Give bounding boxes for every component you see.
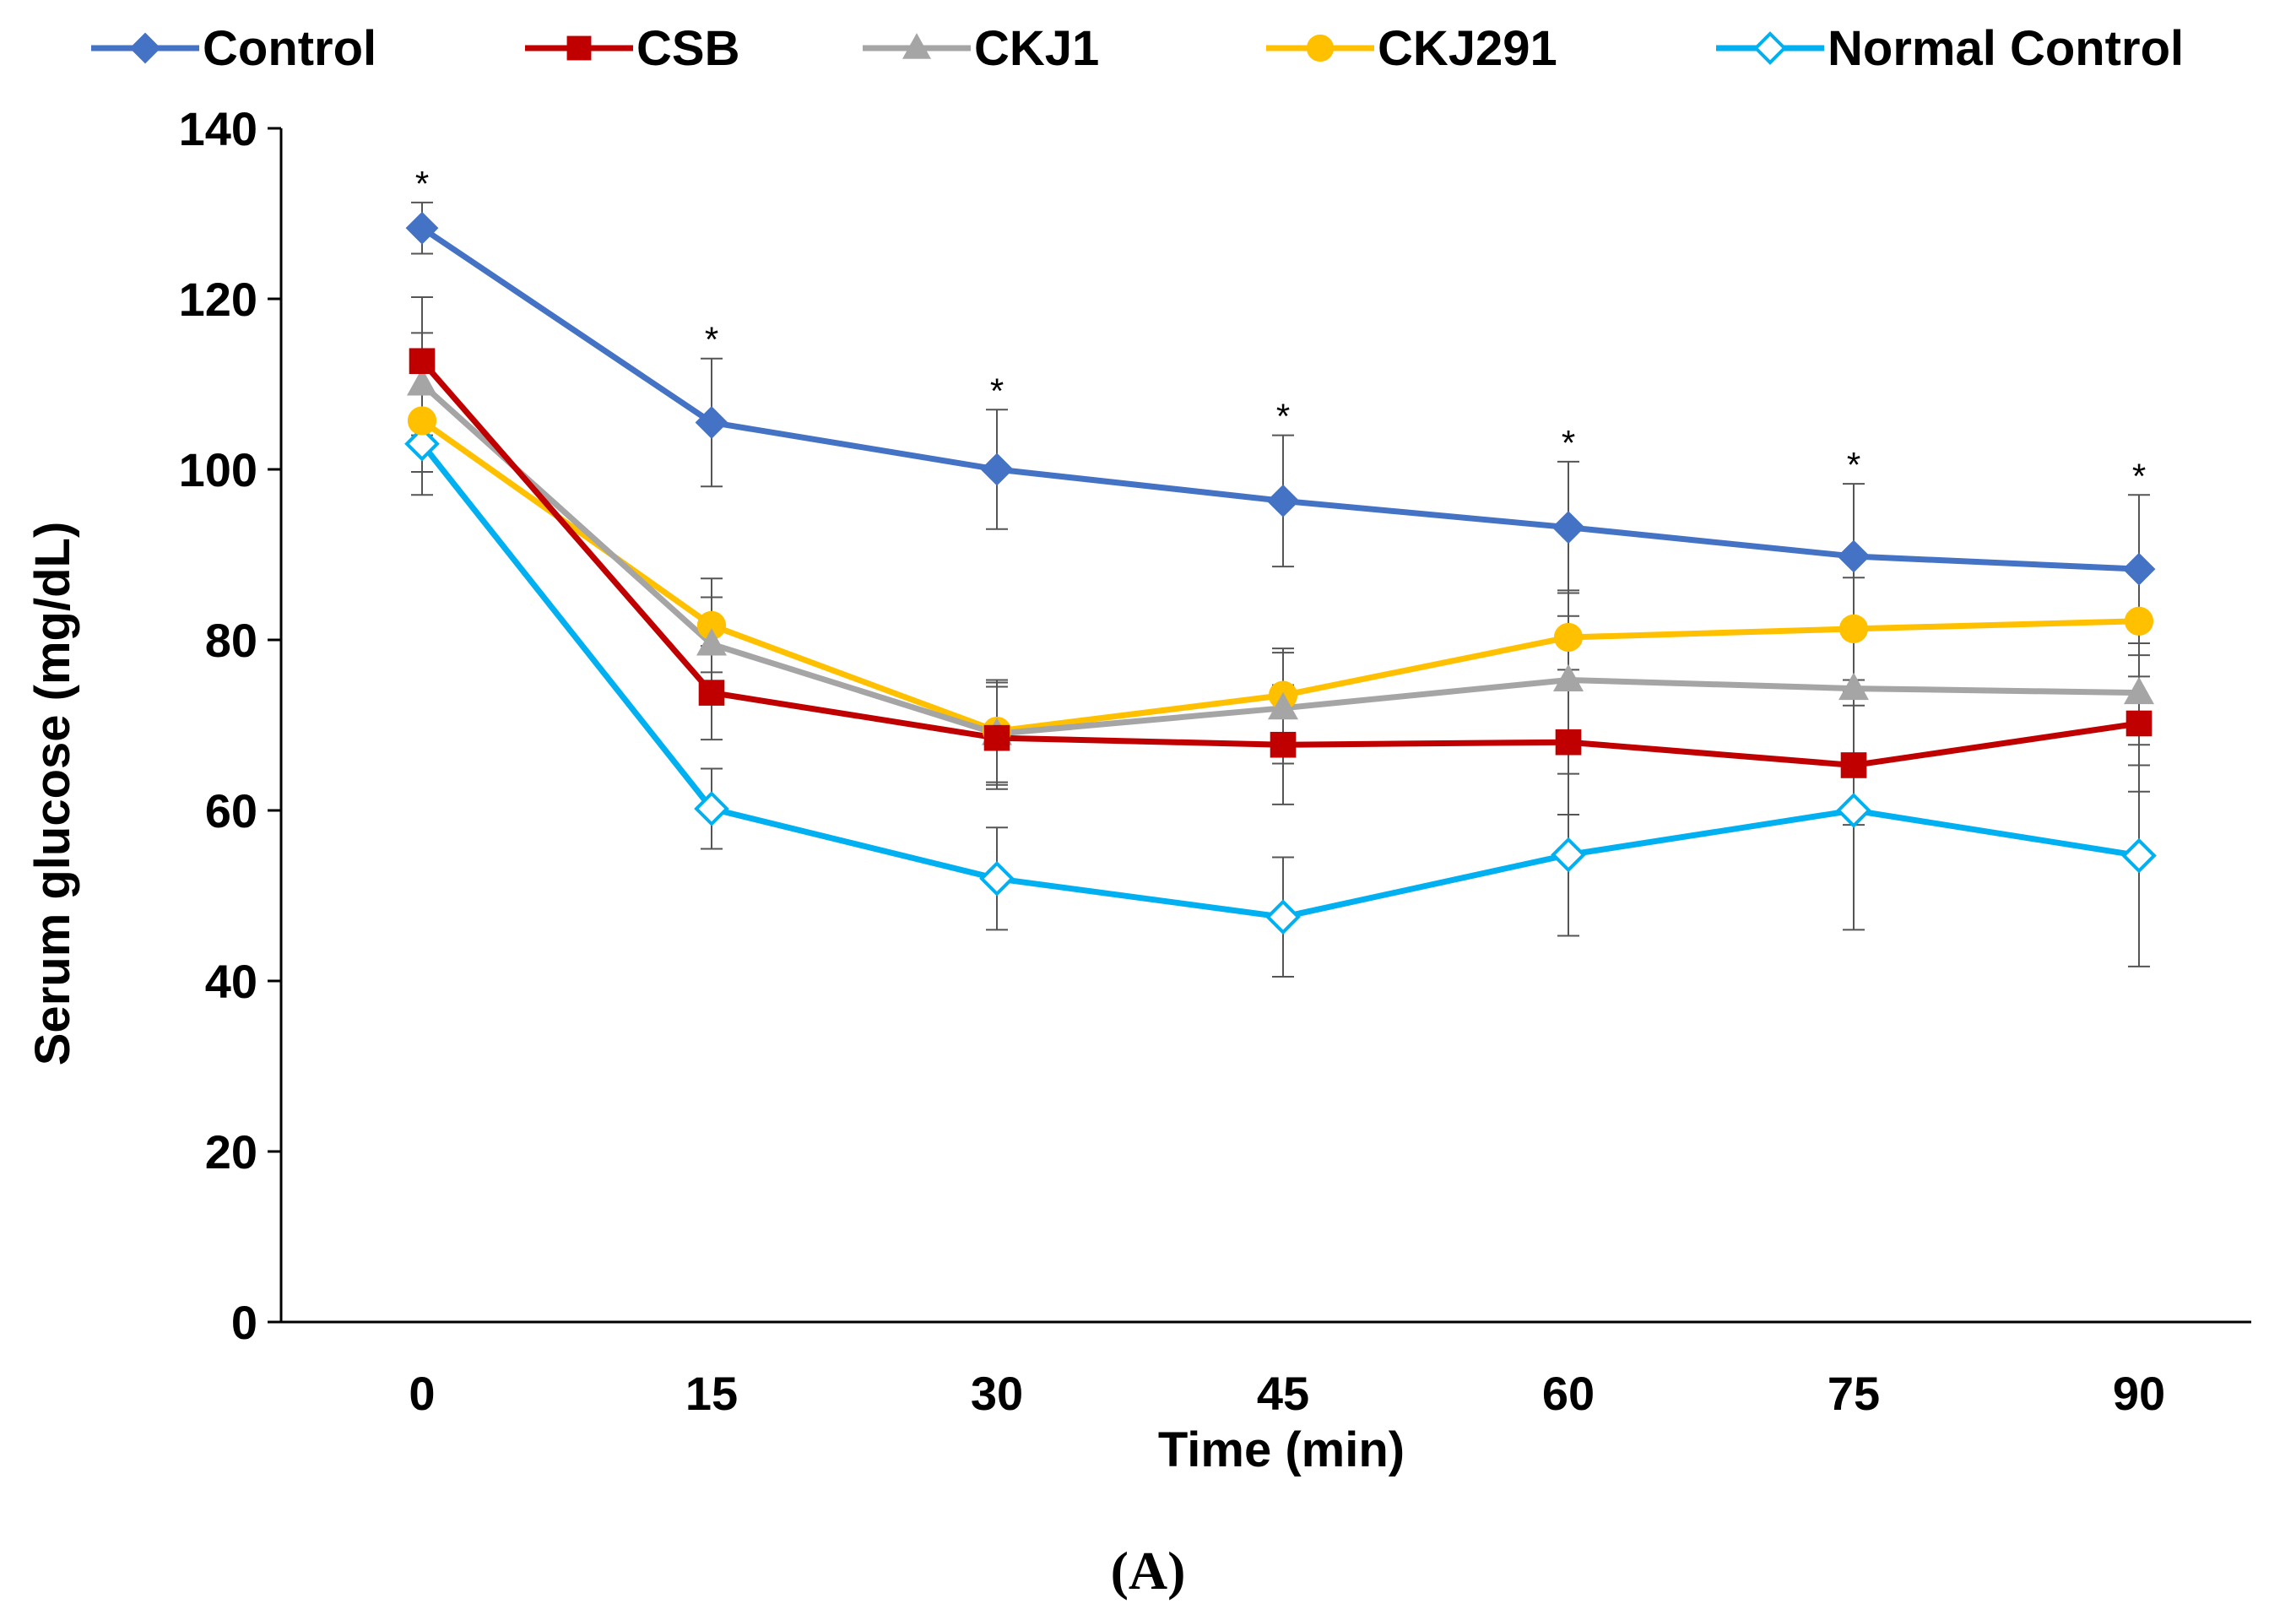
significance-star: * xyxy=(2132,456,2146,496)
y-tick-label: 80 xyxy=(205,614,257,667)
data-point-control xyxy=(1837,539,1871,573)
data-point-normal-control xyxy=(979,860,1015,897)
x-tick-label: 60 xyxy=(1542,1367,1595,1420)
data-point-csb xyxy=(409,348,436,375)
legend-marker xyxy=(1306,34,1335,62)
data-point-control xyxy=(1551,511,1585,545)
data-point-normal-control xyxy=(1836,793,1871,828)
significance-star: * xyxy=(1847,445,1860,485)
x-tick-label: 75 xyxy=(1828,1367,1880,1420)
series-lines xyxy=(420,225,2140,920)
legend-label: Control xyxy=(203,21,376,76)
caption-open-paren: ( xyxy=(1111,1541,1129,1601)
data-point-ckj1 xyxy=(696,628,727,656)
y-tick-label: 20 xyxy=(205,1125,257,1178)
data-point-ckj291 xyxy=(2124,606,2154,636)
legend-item-ckj291: CKJ291 xyxy=(1266,21,1557,76)
significance-star: * xyxy=(990,371,1004,410)
data-point-ckj291 xyxy=(1838,614,1869,643)
legend-marker xyxy=(129,32,161,64)
x-tick-label: 30 xyxy=(971,1367,1023,1420)
legend: Control CSB CKJ1 CKJ291 Normal Control xyxy=(91,21,2184,76)
legend-label: CKJ291 xyxy=(1378,21,1557,76)
y-axis-title: Serum glucose (mg/dL) xyxy=(25,522,80,1066)
legend-item-normal-control: Normal Control xyxy=(1716,21,2184,76)
data-point-csb xyxy=(2125,710,2152,737)
data-point-csb xyxy=(983,724,1010,751)
legend-item-csb: CSB xyxy=(525,21,739,76)
y-tick-label: 100 xyxy=(179,443,257,496)
legend-marker xyxy=(566,35,592,61)
y-tick-label: 120 xyxy=(179,273,257,326)
figure-caption: (A) xyxy=(1111,1541,1186,1601)
y-tick-label: 0 xyxy=(231,1296,257,1349)
data-point-control xyxy=(695,406,728,439)
data-point-csb xyxy=(698,680,725,706)
data-point-normal-control xyxy=(1551,837,1586,873)
data-point-normal-control xyxy=(2121,837,2157,874)
data-point-ckj1 xyxy=(407,368,437,396)
y-tick-label: 140 xyxy=(179,102,257,155)
data-point-ckj291 xyxy=(1553,622,1584,653)
y-tick-label: 40 xyxy=(205,955,257,1008)
significance-star: * xyxy=(1562,423,1575,463)
data-point-control xyxy=(980,452,1014,486)
axes xyxy=(279,128,2251,1324)
data-point-ckj291 xyxy=(407,406,437,436)
data-point-control xyxy=(1266,484,1300,517)
series-markers xyxy=(404,211,2157,935)
data-point-csb xyxy=(1840,752,1867,778)
data-point-ckj291 xyxy=(696,610,727,640)
legend-marker xyxy=(1753,31,1787,65)
data-point-normal-control xyxy=(1265,899,1301,935)
legend-item-ckj1: CKJ1 xyxy=(863,21,1099,76)
data-point-csb xyxy=(1555,729,1582,756)
caption-letter: A xyxy=(1129,1541,1167,1601)
legend-label: CSB xyxy=(636,21,739,76)
caption-close-paren: ) xyxy=(1167,1541,1185,1601)
x-tick-label: 90 xyxy=(2113,1367,2165,1420)
data-point-normal-control xyxy=(694,791,729,826)
data-point-control xyxy=(405,211,439,245)
data-point-control xyxy=(2122,552,2156,586)
data-point-ckj1 xyxy=(1553,664,1584,691)
significance-star: * xyxy=(1276,397,1290,436)
data-point-ckj1 xyxy=(2124,676,2154,705)
y-tick-label: 60 xyxy=(205,784,257,837)
significance-star: * xyxy=(415,164,429,203)
data-point-ckj1 xyxy=(1838,672,1869,701)
significance-star: * xyxy=(705,320,718,360)
x-tick-label: 0 xyxy=(409,1367,435,1420)
x-ticks: 0 15 30 45 60 75 90 xyxy=(409,1367,2165,1420)
legend-label: CKJ1 xyxy=(974,21,1099,76)
x-axis-title: Time (min) xyxy=(1158,1422,1405,1477)
x-tick-label: 15 xyxy=(685,1367,738,1420)
data-point-csb xyxy=(1270,731,1297,758)
y-ticks: 0 20 40 60 80 100 120 140 xyxy=(179,102,281,1349)
significance-markers: * * * * * * * xyxy=(415,164,2146,496)
legend-label: Normal Control xyxy=(1828,21,2184,76)
legend-item-control: Control xyxy=(91,21,376,76)
x-tick-label: 45 xyxy=(1257,1367,1309,1420)
data-point-ckj1 xyxy=(1268,691,1298,720)
data-point-normal-control xyxy=(404,425,440,462)
legend-marker xyxy=(902,33,931,59)
error-bars xyxy=(411,201,2150,978)
